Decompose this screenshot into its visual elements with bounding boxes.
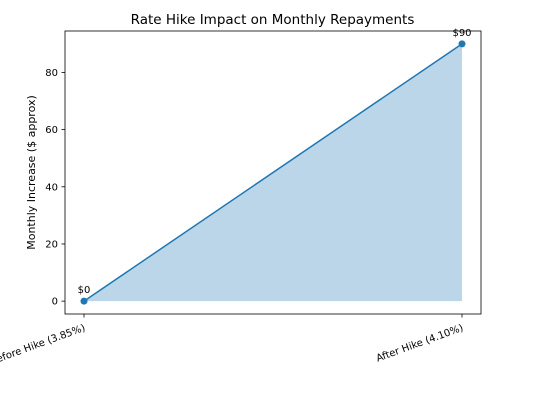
y-tick-label: 80 <box>45 68 58 79</box>
data-points-layer <box>80 40 466 305</box>
y-tick-label: 20 <box>45 239 58 250</box>
y-axis: 0 20 40 60 80 <box>45 68 65 308</box>
series-line-layer <box>83 43 463 302</box>
area-fill-layer <box>84 43 462 302</box>
y-tick-label: 0 <box>52 297 58 308</box>
data-point <box>458 40 466 48</box>
data-label: $90 <box>452 28 471 39</box>
plot-frame <box>64 30 482 315</box>
area-fill <box>84 43 462 302</box>
y-tick-label: 40 <box>45 182 58 193</box>
y-tick-label: 60 <box>45 125 58 136</box>
y-axis-label: Monthly Increase ($ approx) <box>25 95 38 250</box>
data-labels-layer: $0 $90 <box>78 28 472 296</box>
chart-title: Rate Hike Impact on Monthly Repayments <box>131 12 415 28</box>
series-line <box>83 43 463 302</box>
data-label: $0 <box>78 285 91 296</box>
data-point <box>80 297 88 305</box>
